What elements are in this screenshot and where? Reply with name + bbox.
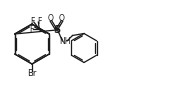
Text: NH: NH [59,38,70,46]
Text: F: F [30,16,34,25]
Text: O: O [59,14,65,23]
Text: F: F [30,24,34,33]
Text: S: S [53,25,60,35]
Text: O: O [48,14,54,23]
Text: Br: Br [27,69,37,78]
Text: F: F [37,16,42,25]
